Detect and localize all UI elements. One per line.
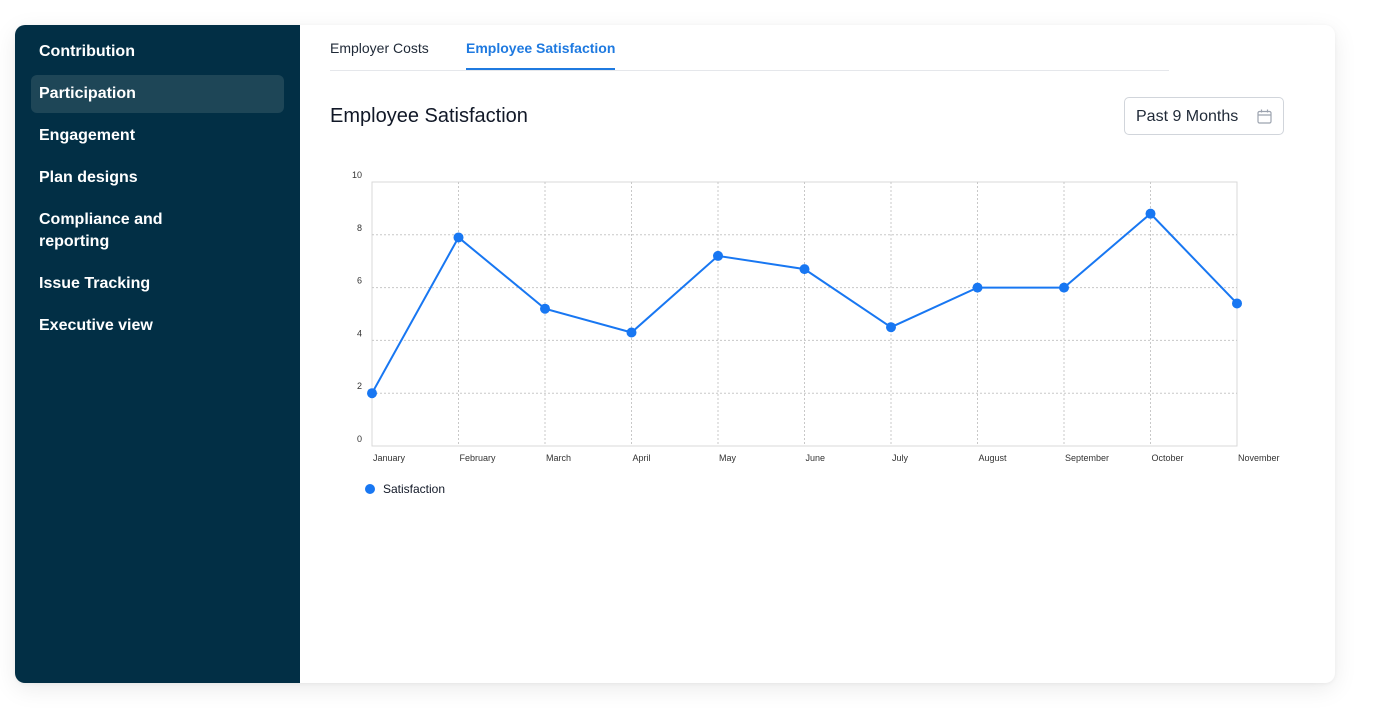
legend-marker <box>365 483 375 494</box>
y-tick-label: 6 <box>357 276 362 286</box>
x-tick-label: April <box>633 453 651 463</box>
sidebar-item-plan-designs[interactable]: Plan designs <box>31 167 284 189</box>
data-point <box>367 388 377 399</box>
sidebar-item-label: Issue Tracking <box>39 275 151 292</box>
x-tick-label: August <box>979 453 1008 463</box>
main-content: Employer Costs Employee Satisfaction Emp… <box>300 25 1335 683</box>
y-tick-label: 2 <box>357 381 362 391</box>
x-tick-label: July <box>892 453 909 463</box>
data-point <box>453 232 464 243</box>
y-tick-label: 8 <box>357 223 362 233</box>
x-tick-label: January2032 <box>373 453 406 465</box>
data-point <box>799 264 810 275</box>
sidebar: Contribution Participation Engagement Pl… <box>15 25 300 683</box>
data-point <box>1145 208 1156 219</box>
sidebar-item-label: Contribution <box>39 43 135 60</box>
sidebar-item-participation[interactable]: Participation <box>31 75 284 113</box>
sidebar-item-issue-tracking[interactable]: Issue Tracking <box>31 273 284 295</box>
tab-bar: Employer Costs Employee Satisfaction <box>330 25 1169 71</box>
data-point <box>1232 298 1242 309</box>
period-label: Past 9 Months <box>1136 108 1239 125</box>
tab-employer-costs[interactable]: Employer Costs <box>330 40 429 56</box>
sidebar-item-label: Engagement <box>39 127 136 144</box>
data-point <box>1059 282 1069 293</box>
data-point <box>540 303 550 314</box>
sidebar-item-label: Plan designs <box>39 169 138 186</box>
data-point <box>626 327 637 338</box>
period-select[interactable]: Past 9 Months <box>1124 97 1284 135</box>
legend-label: Satisfaction <box>383 481 446 496</box>
sidebar-item-label: Compliance and <box>39 211 163 228</box>
satisfaction-line-chart: 0 2 4 6 8 10 January2032 February March April May J… <box>352 170 1280 465</box>
x-tick-label: November <box>1238 453 1280 463</box>
sidebar-item-label-line2: reporting <box>39 233 110 250</box>
tab-employee-satisfaction[interactable]: Employee Satisfaction <box>466 40 616 70</box>
x-tick-label: October <box>1152 453 1184 463</box>
page-title: Employee Satisfaction <box>330 105 528 127</box>
chart-legend: Satisfaction <box>365 481 445 496</box>
x-tick-label: September <box>1065 453 1109 463</box>
data-point <box>972 282 983 293</box>
y-tick-label: 10 <box>352 170 362 180</box>
x-tick-label: May <box>719 453 737 463</box>
y-tick-label: 0 <box>357 434 362 444</box>
x-tick-label: June <box>806 453 826 463</box>
sidebar-item-contribution[interactable]: Contribution <box>31 41 284 63</box>
calendar-icon <box>1257 109 1272 129</box>
y-tick-label: 4 <box>357 328 362 338</box>
x-tick-label: March <box>546 453 571 463</box>
sidebar-item-engagement[interactable]: Engagement <box>31 125 284 147</box>
dashboard-card: Contribution Participation Engagement Pl… <box>15 25 1335 683</box>
data-point <box>886 322 896 333</box>
x-tick-label: February <box>460 453 497 463</box>
sidebar-item-executive-view[interactable]: Executive view <box>31 315 284 337</box>
sidebar-item-compliance-reporting[interactable]: Compliance and reporting <box>31 209 284 253</box>
sidebar-item-label: Executive view <box>39 317 153 334</box>
sidebar-item-label: Participation <box>39 85 136 102</box>
data-point <box>713 250 723 261</box>
